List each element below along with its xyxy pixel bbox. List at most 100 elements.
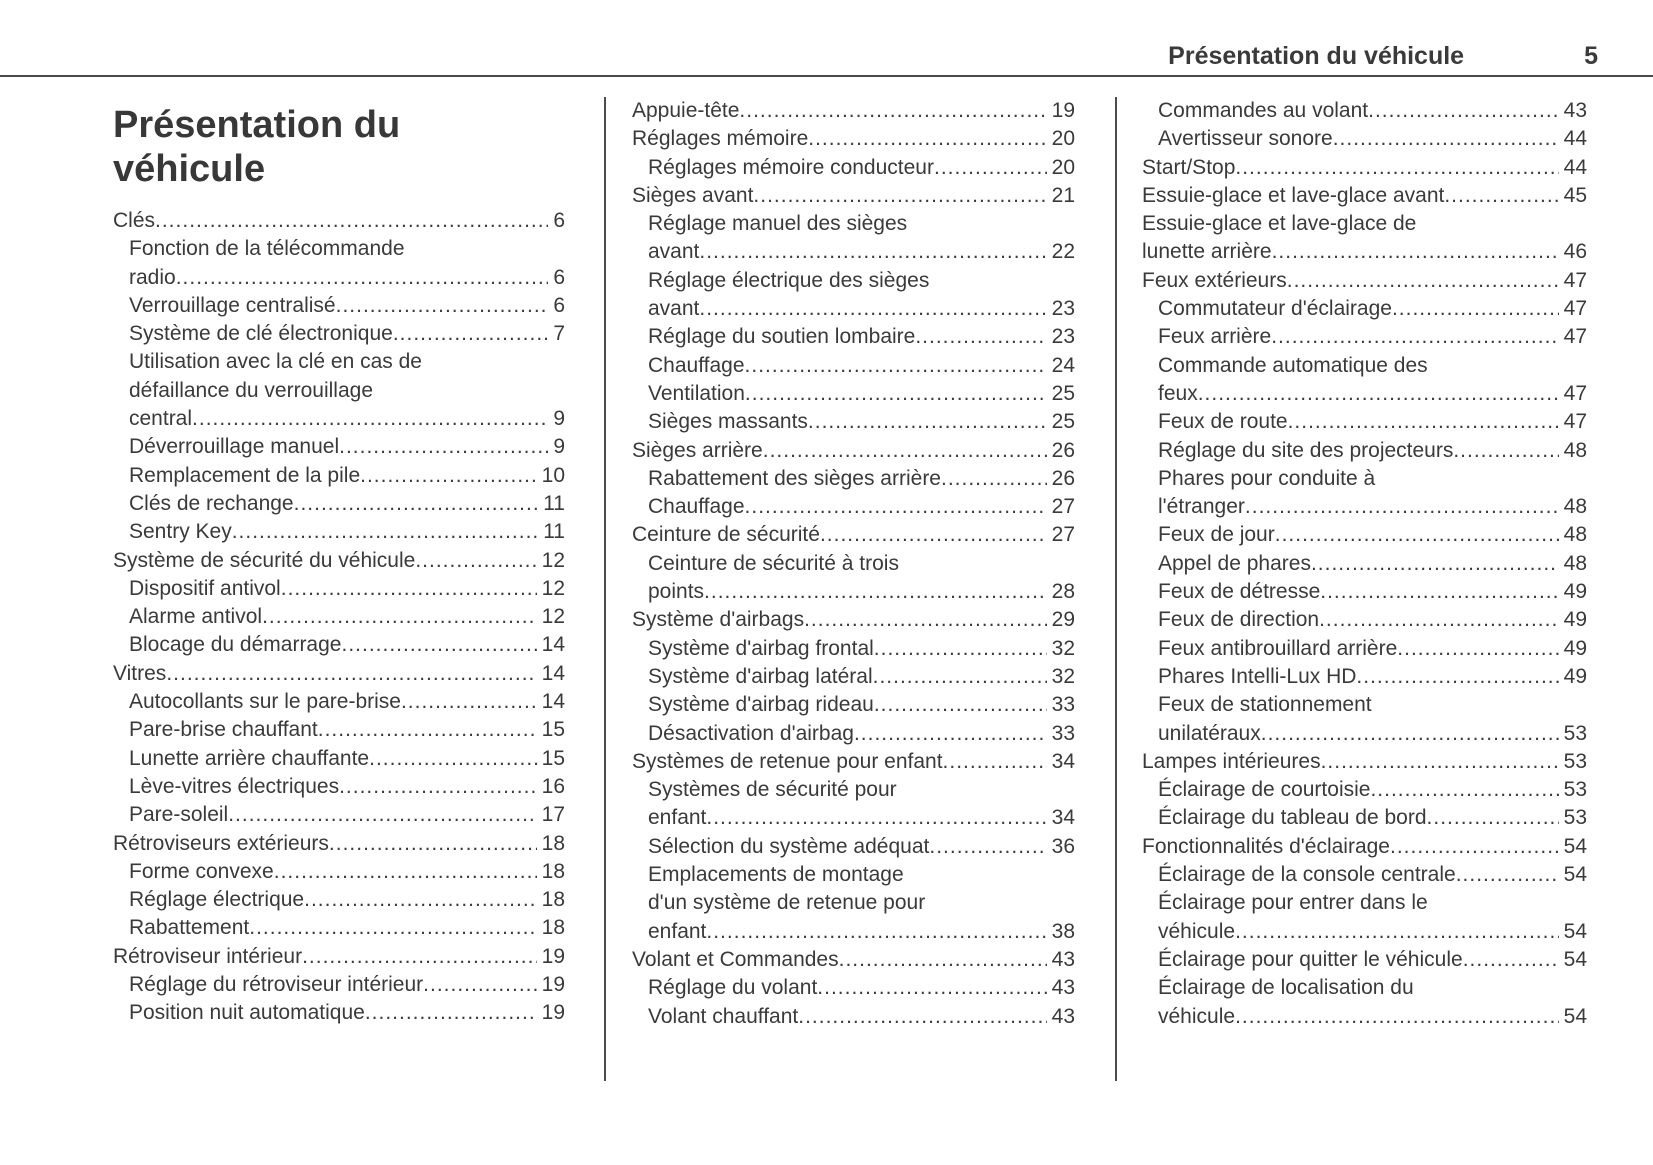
- toc-entry-text: Commandes au volant: [1158, 99, 1369, 122]
- toc-entry-text: radio: [129, 265, 176, 289]
- toc-entry-text: Pare-soleil: [129, 803, 229, 827]
- toc-entry-page: 12: [536, 546, 565, 575]
- toc-entry-text: Feux de stationnement: [1158, 693, 1372, 717]
- toc-entry: Pare-soleil.............................…: [129, 801, 565, 830]
- toc-entry: Dispositif antivol......................…: [129, 574, 565, 604]
- toc-column-middle: Appuie-tête.............................…: [604, 97, 1115, 1081]
- toc-entry: Éclairage pour entrer dans le véhicule...…: [1158, 889, 1587, 946]
- toc-entry-text: avant: [648, 297, 700, 321]
- dot-leader: ........................................…: [744, 381, 1075, 405]
- toc-entry-page: 44: [1558, 153, 1587, 182]
- toc-entry-page: 47: [1558, 379, 1587, 409]
- dot-leader: ........................................…: [339, 435, 565, 459]
- dot-leader: ........................................…: [1390, 834, 1587, 858]
- toc-entry-page: 43: [1046, 945, 1075, 975]
- toc-entry: Sièges avant............................…: [632, 181, 1075, 211]
- toc-entry-text: Verrouillage centralisé: [129, 293, 336, 317]
- toc-entry: Éclairage de courtoisie.................…: [1158, 776, 1587, 805]
- dot-leader: ........................................…: [293, 491, 565, 515]
- toc-entry-text: Appuie-tête: [632, 99, 740, 122]
- dot-leader: ........................................…: [762, 438, 1075, 462]
- toc-entry-text: Remplacement de la pile: [129, 463, 361, 487]
- dot-leader: ........................................…: [1286, 268, 1587, 292]
- toc-entry-page: 54: [1558, 861, 1587, 890]
- toc-entry: Sièges arrière..........................…: [632, 436, 1075, 465]
- toc-entry: Vitres..................................…: [113, 659, 565, 689]
- toc-entry-text: Éclairage de courtoisie: [1158, 778, 1371, 802]
- toc-entry: Réglage électrique des sièges avant......…: [648, 267, 1075, 324]
- toc-entry-text: Réglage électrique des sièges: [648, 268, 930, 292]
- page-header: Présentation du véhicule 5: [0, 0, 1653, 77]
- toc-entry-page: 34: [1046, 747, 1075, 777]
- toc-entry-text: Clés: [113, 209, 156, 232]
- dot-leader: ........................................…: [1287, 410, 1587, 434]
- dot-leader: ........................................…: [1274, 523, 1587, 547]
- toc-entry: Ceinture de sécurité à trois points......…: [648, 550, 1075, 607]
- dot-leader: ........................................…: [1320, 749, 1587, 773]
- toc-entry: Clés de rechange........................…: [129, 489, 565, 519]
- dot-leader: ........................................…: [328, 831, 565, 855]
- toc-entry-page: 49: [1558, 634, 1587, 663]
- toc-entry: Lampes intérieures......................…: [1142, 747, 1587, 777]
- dot-leader: ........................................…: [369, 746, 565, 770]
- toc-entry-page: 26: [1046, 436, 1075, 465]
- dot-leader: ........................................…: [817, 976, 1075, 1000]
- toc-entry-page: 29: [1046, 606, 1075, 635]
- toc-entry: Sélection du système adéquat............…: [648, 832, 1075, 862]
- toc-entry: Feux arrière............................…: [1158, 323, 1587, 352]
- toc-entry-page: 54: [1558, 917, 1587, 946]
- dot-leader: ........................................…: [807, 410, 1075, 434]
- dot-leader: ........................................…: [249, 916, 565, 940]
- toc-entry: Start/Stop..............................…: [1142, 153, 1587, 182]
- toc-entry: Éclairage du tableau de bord............…: [1158, 804, 1587, 833]
- toc-entry-text: Système de clé électronique: [129, 322, 393, 346]
- toc-entry: Appel de phares.........................…: [1158, 549, 1587, 579]
- toc-entry-text: Déverrouillage manuel: [129, 435, 340, 459]
- toc-entry: Fonctionnalités d'éclairage.............…: [1142, 832, 1587, 862]
- toc-entry: Feux extérieurs.........................…: [1142, 266, 1587, 296]
- toc-entry: Alarme antivol..........................…: [129, 603, 565, 632]
- toc-entry-page: 23: [1046, 323, 1075, 352]
- dot-leader: ........................................…: [1453, 438, 1587, 462]
- toc-entry-page: 24: [1046, 351, 1075, 380]
- toc-entry-page: 43: [1558, 97, 1587, 126]
- dot-leader: ........................................…: [166, 661, 565, 685]
- toc-entry: Déverrouillage manuel...................…: [129, 433, 565, 462]
- toc-entry-text: véhicule: [1158, 1004, 1236, 1028]
- dot-leader: ........................................…: [1356, 664, 1587, 688]
- dot-leader: ........................................…: [1426, 806, 1587, 830]
- toc-entry-page: 19: [1046, 97, 1075, 126]
- toc-entry-text: Réglage du volant: [648, 976, 818, 1000]
- dot-leader: ........................................…: [804, 608, 1075, 632]
- toc-entry-page: 18: [536, 829, 565, 858]
- dot-leader: ........................................…: [1310, 551, 1587, 575]
- toc-entry-page: 14: [536, 631, 565, 660]
- toc-content: Présentation du véhicule Clés...........…: [0, 77, 1653, 1081]
- dot-leader: ........................................…: [706, 919, 1075, 943]
- toc-entry-page: 28: [1046, 578, 1075, 607]
- toc-entry-text: Réglage manuel des sièges: [648, 212, 908, 236]
- dot-leader: ........................................…: [744, 495, 1075, 519]
- toc-entry-page: 33: [1046, 719, 1075, 748]
- toc-entry: Autocollants sur le pare-brise..........…: [129, 688, 565, 717]
- toc-entry-text: Clés de rechange: [129, 491, 294, 515]
- toc-entry: Éclairage de localisation du véhicule....…: [1158, 974, 1587, 1031]
- dot-leader: ........................................…: [304, 888, 565, 912]
- toc-entry-text: Position nuit automatique: [129, 1001, 365, 1025]
- toc-entry-text: Essuie-glace et lave-glace avant: [1142, 183, 1445, 207]
- toc-entry-text: Système de sécurité du véhicule: [113, 548, 416, 572]
- toc-entry-page: 22: [1046, 238, 1075, 267]
- toc-entry-text: Volant chauffant: [648, 1004, 799, 1028]
- toc-entry-text: Systèmes de retenue pour enfant: [632, 749, 943, 773]
- toc-entry-page: 23: [1046, 295, 1075, 324]
- toc-entry-page: 19: [536, 971, 565, 1000]
- toc-entry-text: Désactivation d'airbag: [648, 721, 854, 745]
- toc-entry-text: Dispositif antivol: [129, 576, 281, 600]
- toc-entry-page: 14: [536, 688, 565, 717]
- toc-entry-page: 19: [536, 999, 565, 1028]
- toc-entry-text: unilatéraux: [1158, 721, 1261, 745]
- toc-entry-page: 27: [1046, 521, 1075, 550]
- toc-entry-text: avant: [648, 240, 700, 264]
- toc-entry: Système d'airbag latéral................…: [648, 662, 1075, 692]
- dot-leader: ........................................…: [699, 297, 1075, 321]
